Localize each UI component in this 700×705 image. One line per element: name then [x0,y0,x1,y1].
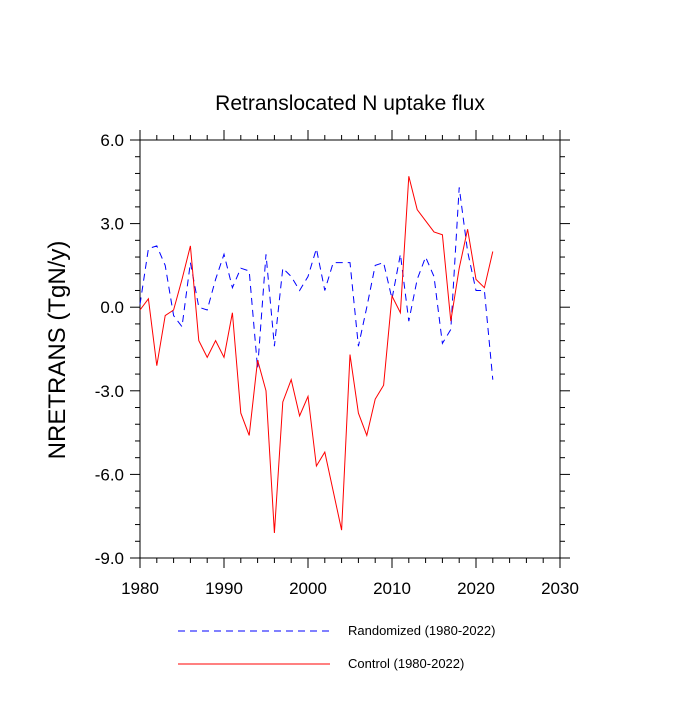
series-control-line [139,176,494,533]
x-tick-label: 1990 [205,579,243,598]
legend: Randomized (1980-2022) Control (1980-2022… [178,623,495,671]
y-tick-label: -9.0 [95,549,124,568]
series-layer [139,176,494,533]
series-randomized-line [139,187,494,380]
x-tick-label: 2030 [541,579,579,598]
y-tick-label: 0.0 [100,298,124,317]
plot-frame [139,139,561,559]
plot-axes: 1980 1990 2000 2010 2020 2030 6.0 3.0 0.0 -3.0 -6.… [95,130,579,598]
y-axis-label: NRETRANS (TgN/y) [44,241,71,460]
x-tick-label: 2000 [289,579,327,598]
legend-label-randomized: Randomized (1980-2022) [348,623,495,638]
y-tick-label: 6.0 [100,131,124,150]
legend-label-control: Control (1980-2022) [348,656,464,671]
x-tick-label: 2010 [373,579,411,598]
x-tick-label: 1980 [121,579,159,598]
y-tick-label: -6.0 [95,465,124,484]
y-tick-label: -3.0 [95,382,124,401]
x-tick-label: 2020 [457,579,495,598]
y-tick-label: 3.0 [100,215,124,234]
chart-title: Retranslocated N uptake flux [215,92,485,115]
